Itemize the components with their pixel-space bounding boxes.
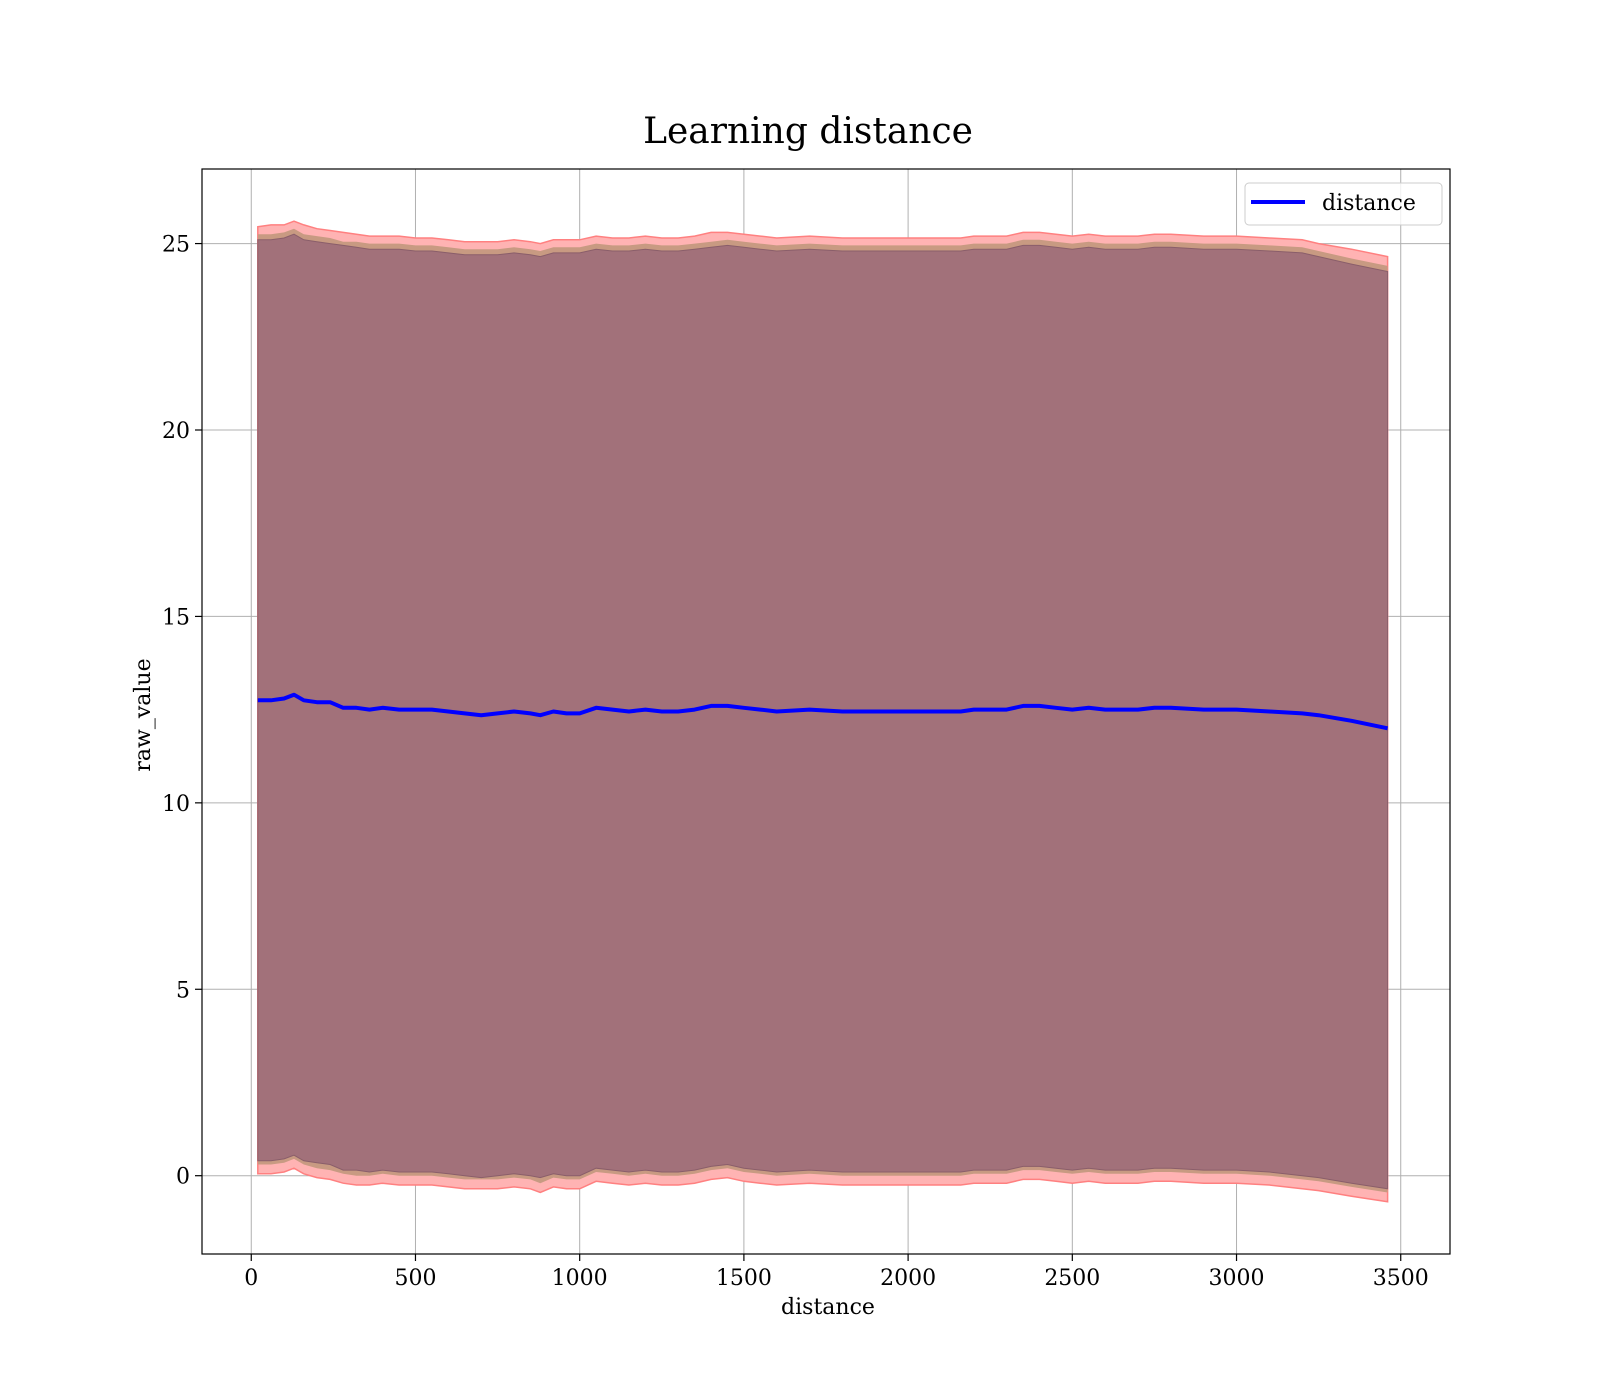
y-tick-label: 0 <box>176 1165 190 1190</box>
legend-label: distance <box>1322 191 1416 216</box>
chart-title: Learning distance <box>643 111 973 152</box>
series-lines <box>257 692 1389 731</box>
x-tick-label: 500 <box>394 1266 436 1291</box>
y-tick-label: 20 <box>162 419 190 444</box>
plot-frame <box>201 168 1451 1255</box>
x-tick-label: 1000 <box>552 1266 608 1291</box>
x-axis-label: distance <box>781 1295 875 1320</box>
x-tick-label: 3000 <box>1209 1266 1265 1291</box>
series-line-distance <box>257 692 1389 731</box>
x-tick-label: 0 <box>244 1266 258 1291</box>
y-tick-label: 5 <box>176 978 190 1003</box>
x-tick-label: 3500 <box>1373 1266 1429 1291</box>
x-tick-label: 2500 <box>1044 1266 1100 1291</box>
ticks: 0 500 1000 1500 2000 2500 3000 3500 0 5 10 15 20 25 <box>162 233 1429 1291</box>
legend: distance <box>1244 182 1443 226</box>
y-axis-label: raw_value <box>131 658 156 771</box>
legend-box <box>1244 182 1443 226</box>
y-tick-label: 15 <box>162 605 190 630</box>
y-tick-label: 10 <box>162 792 190 817</box>
x-tick-label: 1500 <box>716 1266 772 1291</box>
y-tick-label: 25 <box>162 233 190 258</box>
x-tick-label: 2000 <box>880 1266 936 1291</box>
